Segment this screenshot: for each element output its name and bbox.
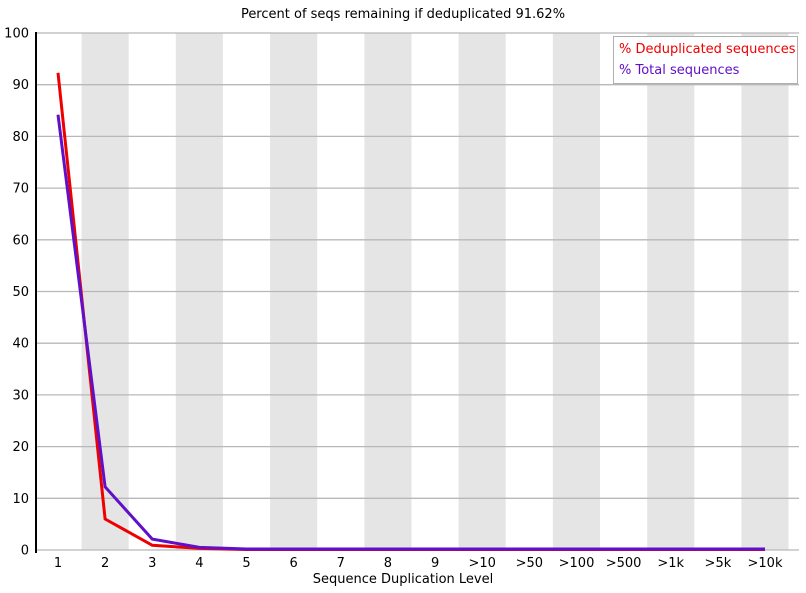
y-tick-label: 50 (12, 285, 29, 300)
x-tick-label: 7 (337, 556, 345, 571)
y-tick-label: 100 (4, 27, 29, 42)
y-tick-label: 20 (12, 440, 29, 455)
legend-entry-total-sequences: % Total sequences (619, 63, 740, 78)
x-axis-title: Sequence Duplication Level (312, 572, 494, 587)
y-tick-label: 90 (12, 78, 29, 93)
x-tick-label: >50 (516, 556, 543, 571)
y-tick-label: 80 (12, 130, 29, 145)
x-tick-label: 4 (195, 556, 203, 571)
x-tick-label: >5k (705, 556, 732, 571)
x-tick-label: >500 (606, 556, 642, 571)
y-tick-label: 60 (12, 233, 29, 248)
x-tick-label: 9 (431, 556, 439, 571)
x-tick-label: 5 (242, 556, 250, 571)
x-tick-label: 1 (54, 556, 62, 571)
y-tick-label: 0 (21, 544, 29, 559)
x-tick-label: 2 (101, 556, 109, 571)
y-tick-label: 30 (12, 388, 29, 403)
x-tick-label: >10 (468, 556, 495, 571)
x-tick-label: >10k (748, 556, 783, 571)
x-tick-label: 6 (290, 556, 298, 571)
y-tick-label: 40 (12, 337, 29, 352)
x-tick-label: 3 (148, 556, 156, 571)
y-tick-label: 70 (12, 182, 29, 197)
y-tick-label: 10 (12, 492, 29, 507)
x-tick-label: >1k (657, 556, 684, 571)
x-tick-label: 8 (384, 556, 392, 571)
legend-entry-deduplicated-sequences: % Deduplicated sequences (619, 42, 796, 57)
chart-title: Percent of seqs remaining if deduplicate… (240, 7, 566, 22)
total-sequences-line (56, 114, 765, 551)
legend-box: % Deduplicated sequences % Total sequenc… (613, 36, 798, 84)
x-tick-label: >100 (559, 556, 595, 571)
